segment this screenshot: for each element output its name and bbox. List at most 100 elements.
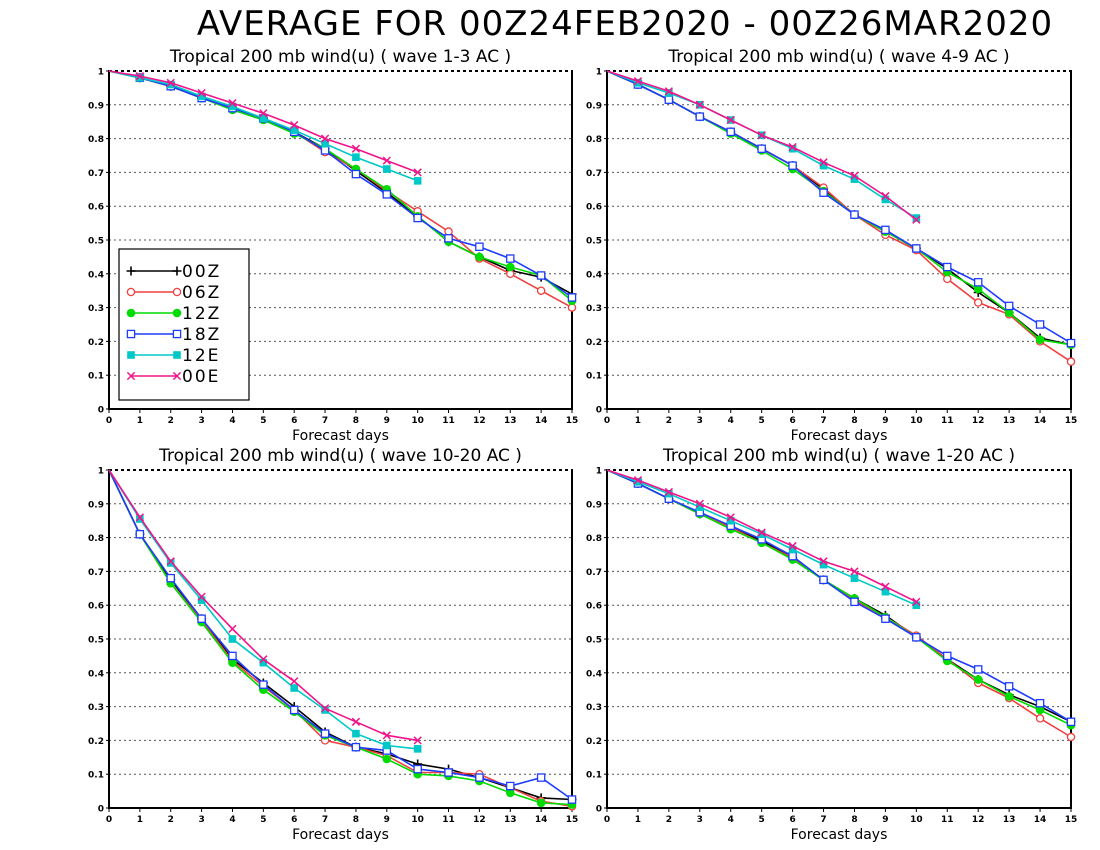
data-point — [135, 71, 144, 81]
series-line — [108, 70, 418, 182]
x-tick-label: 5 — [759, 815, 765, 825]
data-point — [912, 215, 921, 224]
series-line — [606, 469, 1072, 726]
y-tick-label: 0 — [98, 406, 104, 416]
x-tick-label: 5 — [759, 416, 765, 426]
series-line — [606, 70, 1072, 344]
data-point — [788, 161, 797, 170]
data-point — [290, 684, 298, 692]
x-tick-label: 14 — [535, 416, 548, 426]
x-tick-label: 0 — [604, 416, 610, 426]
series-12e — [108, 469, 422, 753]
data-point — [664, 487, 673, 497]
data-point — [259, 109, 268, 118]
legend-entry-00z: 00Z — [126, 262, 219, 282]
series-00e — [606, 70, 921, 224]
y-tick-label: 0.7 — [88, 169, 104, 179]
data-point — [819, 158, 828, 167]
series-line — [108, 70, 573, 299]
data-point — [413, 736, 422, 745]
data-point — [536, 773, 546, 782]
data-point — [444, 234, 453, 243]
x-tick-label: 8 — [353, 815, 359, 825]
chart-title: Tropical 200 mb wind(u) ( wave 1-3 AC ) — [169, 47, 511, 67]
y-tick-label: 0 — [98, 805, 104, 815]
data-point — [320, 146, 330, 155]
x-tick-label: 14 — [1034, 416, 1047, 426]
data-point — [536, 286, 546, 295]
x-tick-label: 10 — [411, 416, 424, 426]
data-point — [695, 499, 704, 508]
x-tick-label: 14 — [535, 815, 548, 825]
x-tick-label: 13 — [504, 416, 517, 426]
data-point — [726, 127, 735, 137]
data-point — [197, 592, 206, 601]
series-00e — [108, 469, 422, 745]
y-tick-label: 0.1 — [586, 372, 602, 382]
data-point — [1004, 301, 1014, 311]
data-point — [475, 773, 484, 782]
data-point — [135, 513, 144, 522]
x-tick-label: 1 — [137, 416, 143, 426]
main-title: AVERAGE FOR 00Z24FEB2020 - 00Z26MAR2020 — [196, 4, 1054, 44]
chart-panel-3: Tropical 200 mb wind(u) ( wave 10-20 AC … — [88, 446, 578, 843]
series-line — [108, 469, 573, 808]
y-tick-label: 0.6 — [88, 203, 104, 213]
data-point — [664, 95, 674, 104]
y-tick-label: 0.8 — [88, 534, 104, 544]
series-00e — [108, 70, 422, 177]
y-tick-label: 0.4 — [586, 669, 602, 679]
data-point — [290, 126, 298, 134]
legend-entry-12z: 12Z — [126, 304, 221, 324]
data-point — [788, 541, 797, 551]
legend-marker — [126, 266, 136, 276]
data-point — [383, 165, 391, 173]
series-00z — [108, 469, 577, 805]
series-line — [108, 469, 573, 801]
legend-label: 12Z — [182, 304, 221, 324]
data-point — [1035, 698, 1045, 708]
x-tick-label: 1 — [635, 815, 641, 825]
chart-panel-2: Tropical 200 mb wind(u) ( wave 4-9 AC ) 0… — [586, 47, 1077, 444]
x-tick-label: 0 — [604, 815, 610, 825]
data-point — [973, 675, 983, 684]
legend-marker — [126, 371, 136, 381]
x-axis-label: Forecast days — [791, 428, 888, 444]
legend-entry-06z: 06Z — [126, 283, 221, 303]
series-06z — [606, 70, 1076, 366]
legend-marker — [172, 308, 182, 318]
data-point — [413, 764, 422, 774]
chart-panel-1: Tropical 200 mb wind(u) ( wave 1-3 AC ) 0… — [88, 47, 578, 444]
series-12e — [108, 70, 422, 185]
series-line — [108, 469, 573, 806]
data-point — [973, 298, 983, 307]
data-point — [1004, 692, 1014, 701]
data-point — [912, 633, 921, 642]
data-point — [1066, 732, 1076, 742]
data-point — [352, 729, 360, 738]
y-tick-label: 0.8 — [586, 534, 602, 544]
y-tick-label: 0.2 — [586, 338, 602, 348]
y-tick-label: 0.9 — [88, 101, 104, 111]
x-tick-label: 8 — [851, 815, 857, 825]
data-point — [567, 795, 577, 804]
data-point — [788, 551, 797, 561]
x-axis-label: Forecast days — [791, 827, 888, 843]
data-point — [382, 731, 391, 740]
x-tick-label: 2 — [168, 416, 174, 426]
x-tick-label: 4 — [229, 416, 235, 426]
y-tick-label: 1 — [596, 68, 602, 78]
series-12z — [606, 469, 1076, 730]
x-tick-label: 1 — [137, 815, 143, 825]
series-00e — [606, 469, 921, 606]
x-tick-label: 6 — [291, 815, 297, 825]
legend-marker — [172, 266, 182, 276]
data-point — [664, 87, 673, 96]
data-point — [351, 742, 361, 752]
data-point — [506, 254, 515, 263]
y-tick-label: 0.4 — [88, 669, 104, 679]
y-tick-label: 0.2 — [88, 737, 104, 747]
data-point — [475, 252, 484, 262]
y-tick-label: 0.5 — [586, 636, 602, 646]
legend-label: 06Z — [182, 283, 221, 303]
